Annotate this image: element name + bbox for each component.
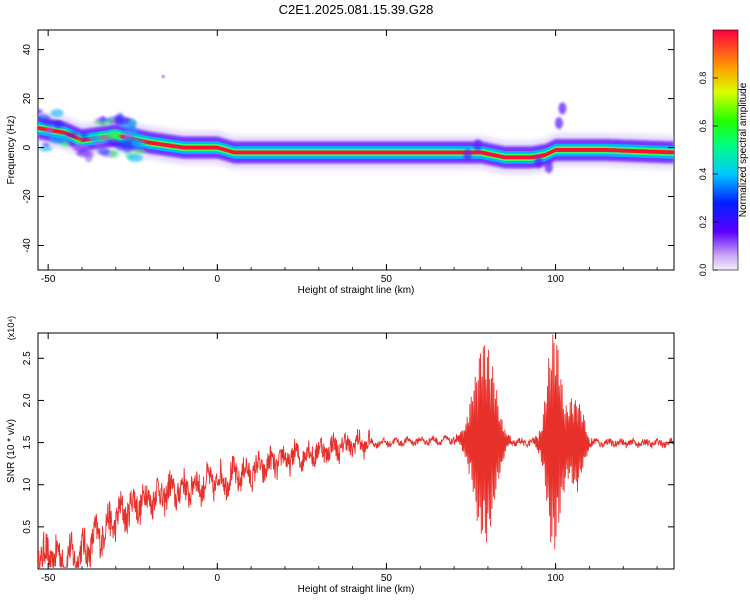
spectrogram-noise-blob [75, 139, 82, 144]
snr-x-tick-label: 50 [381, 573, 393, 584]
colorbar-label: Normalized spectral amplitude [738, 82, 749, 217]
spectrogram-noise-blob [108, 118, 114, 123]
spectrogram-y-label: Frequency (Hz) [6, 116, 17, 185]
snr-y-label: SNR (10 * v/v) [6, 419, 17, 483]
spectrogram-noise-blob [47, 126, 53, 135]
spectrogram-x-tick-label: 50 [381, 274, 393, 285]
spectrogram-noise-blob [93, 141, 103, 147]
spectrogram-noise-blob [128, 154, 143, 162]
spectrogram-disturbance [535, 156, 543, 168]
spectrogram-noise-blob [81, 131, 89, 141]
spectrogram-noise-blob [109, 151, 119, 158]
spectrogram-x-tick-label: 100 [547, 274, 564, 285]
colorbar-tick-label: 0.4 [698, 168, 708, 181]
spectrogram-x-label: Height of straight line (km) [298, 285, 415, 296]
spectrogram-noise-blob [123, 132, 133, 140]
spectrogram-disturbance [464, 149, 472, 161]
spectrogram-noise-blob [95, 118, 103, 123]
colorbar-tick-label: 0.6 [698, 120, 708, 133]
snr-scale-label: (x10⁴) [6, 316, 16, 340]
snr-x-tick-label: -50 [41, 573, 56, 584]
snr-x-tick-label: 100 [547, 573, 564, 584]
spectrogram-noise-blob [39, 146, 52, 151]
snr-y-tick-label: 2.5 [22, 351, 33, 365]
spectrogram-noise-blob [49, 134, 67, 144]
snr-y-tick-label: 1.5 [22, 435, 33, 449]
spectrogram-y-tick-label: 40 [22, 44, 33, 56]
figure-title: C2E1.2025.081.15.39.G28 [279, 2, 434, 17]
snr-y-tick-label: 0.5 [22, 519, 33, 533]
spectrogram-y-tick-label: 20 [22, 93, 33, 105]
colorbar-tick-label: 0.2 [698, 216, 708, 229]
spectrogram-noise-blob [51, 109, 64, 117]
snr-plot: -50 0 50 100 0.5 1.0 1.5 2.0 2.5 Height of strai… [6, 316, 674, 595]
spectrogram-noise-blob [85, 150, 94, 158]
snr-x-tick-label: 0 [215, 573, 221, 584]
spectrogram-noise-blob [43, 143, 50, 147]
spectrogram-noise-blob [88, 135, 103, 141]
snr-y-tick-label: 1.0 [22, 477, 33, 491]
spectrogram-noise-blob [65, 132, 78, 137]
spectrogram-x-tick-label: -50 [41, 274, 56, 285]
spectrogram-plot: -50 0 50 100 -40 -20 0 20 40 Height of straight … [6, 30, 674, 296]
spectrogram-noise-blob [101, 135, 108, 144]
spectrogram-noise-blob [54, 121, 63, 128]
snr-x-label: Height of straight line (km) [298, 584, 415, 595]
spectrogram-speck [161, 75, 165, 79]
spectrogram-y-tick-label: 0 [22, 144, 33, 150]
spectrogram-noise-blob [98, 148, 110, 155]
spectrogram-noise-blob [132, 149, 146, 154]
colorbar-scale [713, 30, 738, 270]
spectrogram-noise-blob [116, 113, 124, 123]
spectrogram-x-tick-label: 0 [215, 274, 221, 285]
colorbar: 0.0 0.2 0.4 0.6 0.8 Normalized spectral ampl… [698, 30, 749, 276]
spectrogram-y-tick-label: -20 [22, 189, 33, 204]
spectrogram-disturbance [558, 102, 566, 114]
spectrogram-disturbance [474, 139, 482, 151]
spectrogram-y-tick-label: -40 [22, 238, 33, 253]
colorbar-tick-label: 0.8 [698, 72, 708, 85]
colorbar-tick-label: 0.0 [698, 264, 708, 277]
spectrogram-disturbance [545, 161, 553, 173]
spectrogram-noise-blob [132, 139, 146, 148]
spectrogram-noise-blob [33, 109, 42, 114]
spectrogram-disturbance [555, 117, 563, 129]
snr-y-tick-label: 2.0 [22, 393, 33, 407]
